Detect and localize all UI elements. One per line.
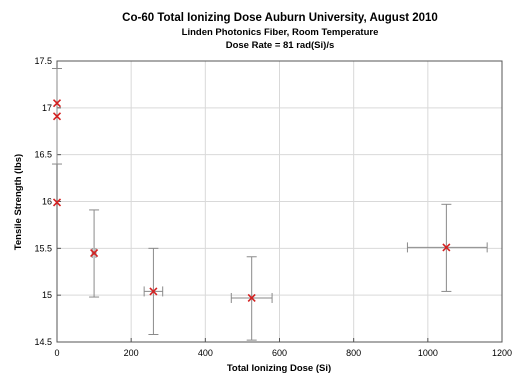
data-point-marker: [149, 287, 158, 296]
chart-subtitle-line-2: Dose Rate = 81 rad(Si)/s: [226, 40, 335, 51]
x-tick-label: 600: [272, 348, 287, 358]
x-tick-label: 200: [124, 348, 139, 358]
chart-title: Co-60 Total Ionizing Dose Auburn Univers…: [122, 12, 438, 24]
y-tick-label: 16: [42, 197, 52, 207]
x-tick-label: 400: [198, 348, 213, 358]
x-tick-label: 1000: [418, 348, 438, 358]
x-axis-ticks: 0 200 400 600 800 1000 1200: [54, 338, 512, 358]
y-tick-label: 14.5: [34, 337, 52, 347]
data-point-marker: [90, 248, 99, 258]
x-tick-label: 800: [346, 348, 361, 358]
y-tick-label: 15: [42, 290, 52, 300]
chart-subtitle-line-1: Linden Photonics Fiber, Room Temperature: [182, 27, 379, 38]
data-point-marker: [52, 99, 62, 108]
y-tick-label: 17: [42, 103, 52, 113]
x-tick-label: 1200: [492, 348, 512, 358]
grid: [57, 61, 502, 342]
x-axis-label: Total Ionizing Dose (Si): [227, 363, 331, 374]
y-tick-label: 17.5: [34, 56, 52, 66]
data-point-marker: [247, 293, 256, 303]
data-point-marker: [442, 243, 451, 252]
data-markers: [52, 99, 451, 303]
data-point-marker: [52, 198, 62, 207]
y-tick-label: 16.5: [34, 150, 52, 160]
error-bars: [52, 67, 488, 341]
y-tick-label: 15.5: [34, 243, 52, 253]
x-tick-label: 0: [54, 348, 59, 358]
y-axis-label: Tensile Strength (lbs): [13, 154, 24, 250]
data-point-marker: [52, 112, 62, 121]
